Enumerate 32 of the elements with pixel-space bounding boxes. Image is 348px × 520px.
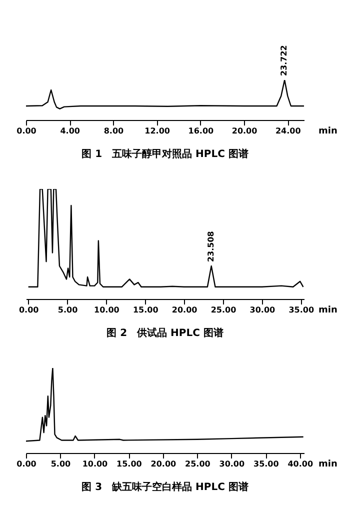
x-tick-label: 15.00 — [132, 306, 159, 314]
x-tick-label: 35.00 — [288, 306, 314, 314]
text: 图 2 供试品 HPLC 图谱 — [106, 327, 224, 339]
x-tick-label: 35.00 — [254, 460, 280, 468]
text: 图 1 五味子醇甲对照品 HPLC 图谱 — [82, 148, 248, 160]
x-axis-title: min — [318, 126, 338, 136]
x-tick-label: 16.00 — [188, 126, 214, 136]
annotation: 23.722 — [280, 45, 289, 76]
x-tick-label: 25.00 — [210, 306, 237, 314]
x-tick-label: 12.00 — [144, 126, 170, 136]
x-tick-label: 30.00 — [250, 306, 276, 314]
x-tick-label: 4.00 — [60, 126, 80, 136]
x-tick-label: 40.00 — [288, 460, 314, 468]
x-tick-label: 20.00 — [150, 460, 177, 468]
x-tick-label: 20.00 — [232, 126, 258, 136]
x-tick-label: 0.00 — [16, 126, 37, 136]
x-tick-label: 0.00 — [16, 460, 37, 468]
x-tick-label: 0.00 — [18, 306, 40, 314]
text: 图 3 缺五味子空白样品 HPLC 图谱 — [82, 481, 248, 493]
x-tick-label: 20.00 — [172, 306, 198, 314]
x-tick-label: 30.00 — [219, 460, 245, 468]
x-tick-label: 10.00 — [94, 306, 120, 314]
annotation: 23.508 — [206, 230, 216, 262]
x-tick-label: 5.00 — [58, 306, 78, 314]
x-axis-title: min — [318, 306, 338, 316]
x-tick-label: 25.00 — [185, 460, 211, 468]
x-tick-label: 10.00 — [82, 460, 108, 468]
x-tick-label: 24.00 — [275, 126, 302, 136]
x-tick-label: 8.00 — [104, 126, 124, 136]
x-axis-title: min — [318, 460, 338, 470]
x-tick-label: 15.00 — [116, 460, 142, 468]
x-tick-label: 5.00 — [50, 460, 72, 468]
